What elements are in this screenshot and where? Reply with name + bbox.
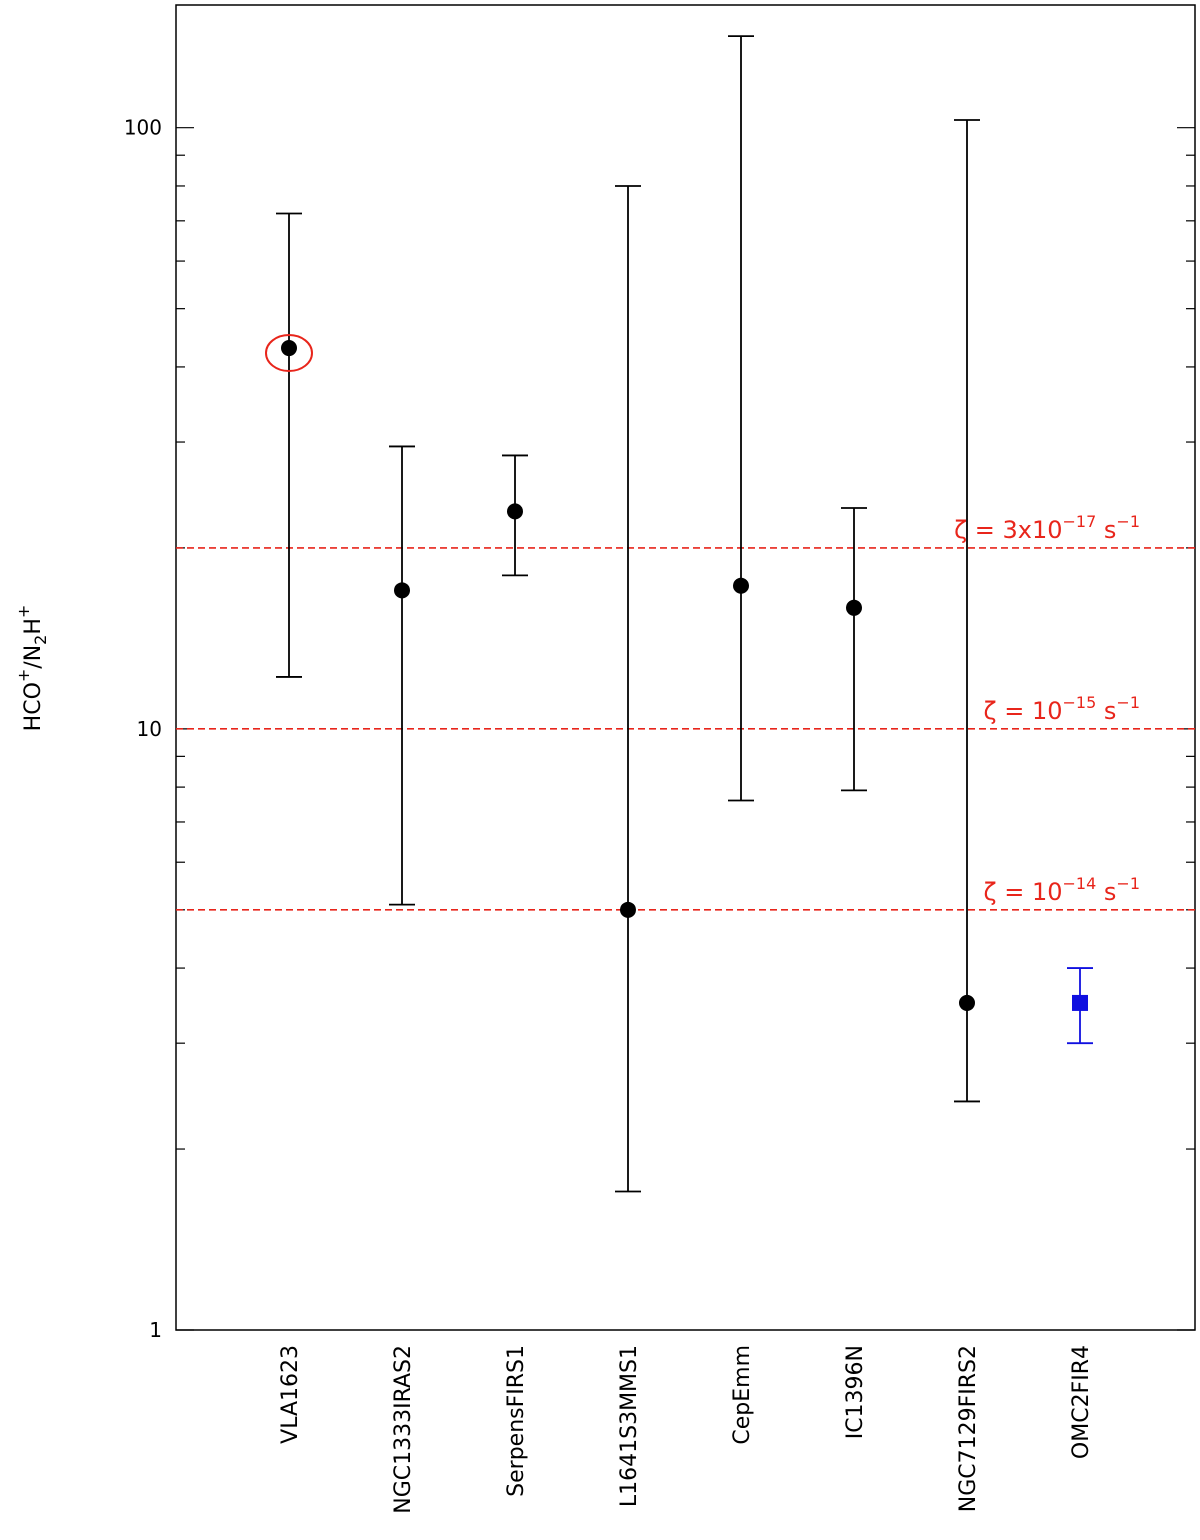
zeta-label: ζ = 3x10−17 s−1 — [954, 512, 1140, 544]
zeta-label-part: ζ = 3x10 — [954, 516, 1062, 544]
zeta-label-part: ζ = 10 — [984, 878, 1063, 906]
x-axis-category-labels: VLA1623 NGC1333IRAS2 SerpensFIRS1 L1641S3MM… — [278, 1345, 1094, 1514]
data-point — [733, 577, 749, 594]
zeta-label: ζ = 10−15 s−1 — [984, 693, 1140, 725]
y-axis-title-sub: 2 — [31, 635, 50, 645]
zeta-label-part: s — [1096, 878, 1116, 906]
zeta-label-part: s — [1096, 697, 1116, 725]
x-category-label: VLA1623 — [278, 1345, 303, 1444]
zeta-label-part: ζ = 10 — [984, 697, 1063, 725]
x-category-label: L1641S3MMS1 — [617, 1345, 642, 1507]
zeta-label-part: −15 — [1063, 693, 1097, 712]
zeta-label-part: −1 — [1116, 512, 1140, 531]
data-point-square — [1072, 994, 1088, 1011]
data-point — [281, 340, 297, 357]
x-category-label: IC1396N — [843, 1345, 868, 1439]
zeta-label-part: −1 — [1116, 693, 1140, 712]
y-axis-title-main: HCO — [21, 682, 46, 731]
x-category-label: NGC1333IRAS2 — [391, 1345, 416, 1514]
y-axis-title-mid: /N — [21, 645, 46, 669]
zeta-label: ζ = 10−14 s−1 — [984, 874, 1140, 906]
reference-lines: ζ = 3x10−17 s−1ζ = 10−15 s−1ζ = 10−14 s−… — [176, 512, 1195, 911]
y-axis-title-sup2: + — [14, 605, 33, 618]
y-axis-title: HCO+/N2H+ — [14, 605, 50, 732]
x-category-label: OMC2FIR4 — [1069, 1345, 1094, 1459]
data-series — [265, 35, 1093, 1193]
y-tick-label: 10 — [137, 717, 162, 741]
zeta-label-part: −14 — [1063, 874, 1097, 893]
x-category-label: SerpensFIRS1 — [504, 1345, 529, 1497]
zeta-label-part: s — [1096, 516, 1116, 544]
x-category-label: CepEmm — [730, 1345, 755, 1445]
plot-frame — [175, 4, 1196, 1331]
y-axis-title-sup1: + — [14, 669, 33, 682]
y-axis-title-end: H — [21, 618, 46, 635]
highlight-ellipse — [265, 334, 313, 373]
data-point — [620, 901, 636, 918]
y-axis: 1 10 100 — [124, 116, 1195, 1342]
data-point — [394, 582, 410, 599]
zeta-label-part: −1 — [1116, 874, 1140, 893]
y-tick-label: 1 — [149, 1318, 162, 1342]
data-point — [507, 503, 523, 520]
x-category-label: NGC7129FIRS2 — [956, 1345, 981, 1512]
y-tick-label: 100 — [124, 116, 162, 140]
data-point — [959, 994, 975, 1011]
data-point — [846, 599, 862, 616]
zeta-label-part: −17 — [1063, 512, 1097, 531]
